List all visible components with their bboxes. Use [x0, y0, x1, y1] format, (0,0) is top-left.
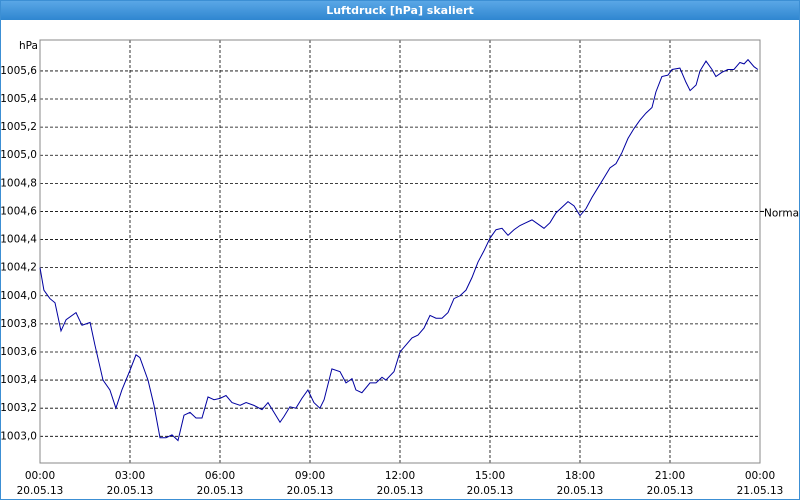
y-tick-label: 1004,8 [1, 177, 37, 189]
x-tick-label: 12:00 [385, 470, 415, 482]
x-tick-date: 20.05.13 [107, 485, 154, 497]
x-tick-date: 20.05.13 [647, 485, 694, 497]
y-tick-label: 1005,6 [1, 65, 37, 77]
y-tick-label: 1004,2 [1, 262, 37, 274]
chart-title: Luftdruck [hPa] skaliert [326, 4, 474, 17]
y-tick-label: 1003,4 [1, 374, 37, 386]
x-tick-label: 00:00 [25, 470, 55, 482]
x-tick-date: 21.05.13 [737, 485, 784, 497]
x-tick-date: 20.05.13 [197, 485, 244, 497]
y-tick-label: 1004,0 [1, 290, 37, 302]
y-tick-label: 1005,0 [1, 149, 37, 161]
plot-frame [39, 39, 761, 464]
x-tick-label: 21:00 [655, 470, 685, 482]
data-line [39, 58, 759, 442]
x-tick-date: 20.05.13 [467, 485, 514, 497]
x-tick-label: 09:00 [295, 470, 325, 482]
x-tick-date: 20.05.13 [17, 485, 64, 497]
y-tick-label: 1004,6 [1, 205, 37, 217]
title-bar [1, 1, 799, 20]
x-tick-date: 20.05.13 [557, 485, 604, 497]
x-tick-date: 20.05.13 [287, 485, 334, 497]
y-tick-label: 1003,8 [1, 318, 37, 330]
y-tick-label: 1003,2 [1, 402, 37, 414]
x-tick-label: 18:00 [565, 470, 595, 482]
x-tick-label: 00:00 [745, 470, 775, 482]
y-tick-label: 1003,6 [1, 346, 37, 358]
y-tick-label: 1005,2 [1, 121, 37, 133]
y-tick-label: 1005,4 [1, 93, 37, 105]
x-tick-date: 20.05.13 [377, 485, 424, 497]
x-tick-label: 03:00 [115, 470, 145, 482]
reference-label: Normal [764, 207, 799, 219]
x-tick-label: 15:00 [475, 470, 505, 482]
y-tick-label: 1004,4 [1, 234, 37, 246]
y-tick-label: 1003,0 [1, 430, 37, 442]
x-tick-label: 06:00 [205, 470, 235, 482]
y-axis-label: hPa [19, 40, 38, 52]
